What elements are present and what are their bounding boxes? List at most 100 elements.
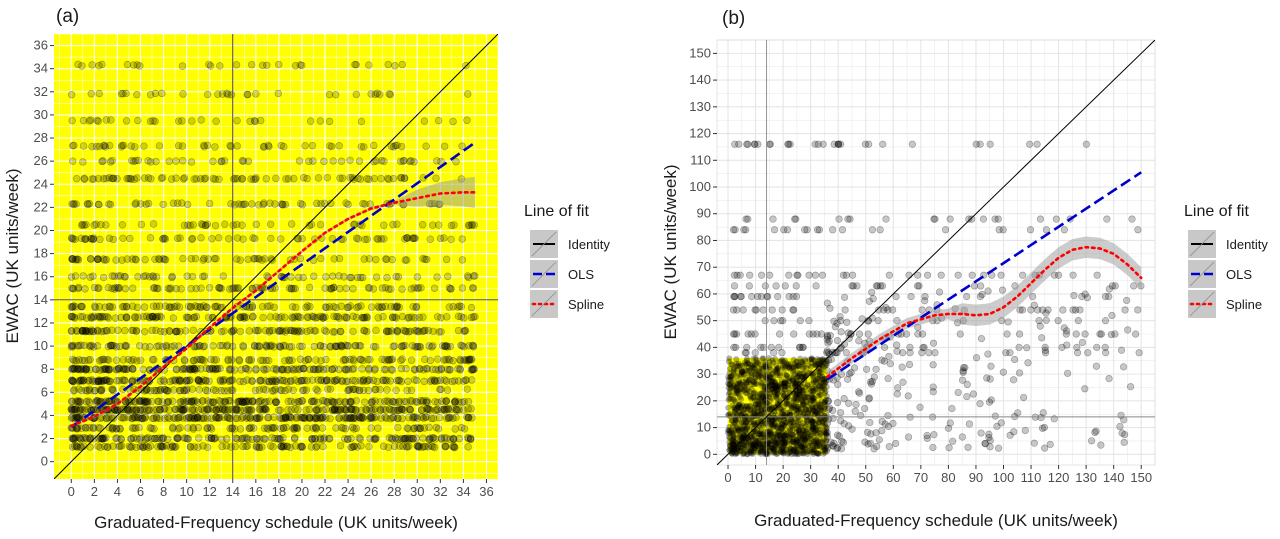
- data-point: [216, 405, 224, 413]
- y-tick-label: 110: [690, 152, 711, 167]
- data-point: [319, 314, 327, 322]
- data-point: [987, 362, 995, 370]
- panel-a-legend-ols-label: OLS: [568, 267, 594, 282]
- data-point: [118, 221, 127, 229]
- data-point: [156, 327, 165, 336]
- data-point: [154, 397, 162, 406]
- data-point: [794, 446, 801, 453]
- data-point: [233, 405, 241, 413]
- data-point: [735, 403, 742, 410]
- data-point: [420, 377, 428, 386]
- data-point: [355, 341, 363, 350]
- data-point: [818, 370, 825, 377]
- data-point: [84, 356, 93, 364]
- data-point: [447, 285, 455, 293]
- data-point: [365, 284, 374, 292]
- data-point: [322, 377, 331, 385]
- data-point: [434, 425, 443, 433]
- data-point: [133, 174, 141, 182]
- data-point: [878, 356, 886, 364]
- data-point: [203, 220, 212, 228]
- panel-b-label: (b): [722, 8, 745, 29]
- data-point: [443, 414, 451, 422]
- data-point: [972, 354, 981, 362]
- data-point: [963, 392, 971, 401]
- data-point: [209, 398, 217, 406]
- data-point: [296, 313, 305, 322]
- data-point: [90, 221, 98, 229]
- data-point: [197, 220, 206, 228]
- data-point: [324, 385, 332, 393]
- y-tick-label: 10: [34, 338, 48, 353]
- data-point: [409, 234, 417, 242]
- data-point: [95, 61, 103, 70]
- data-point: [116, 272, 125, 280]
- data-point: [385, 356, 393, 365]
- data-point: [789, 306, 797, 314]
- data-point: [344, 303, 353, 311]
- data-point: [460, 425, 469, 433]
- data-point: [123, 60, 132, 69]
- data-point: [270, 424, 279, 432]
- data-point: [74, 377, 82, 385]
- data-point: [1059, 306, 1067, 314]
- data-point: [282, 326, 291, 335]
- data-point: [436, 234, 445, 243]
- data-point: [368, 398, 376, 407]
- data-point: [79, 142, 88, 150]
- data-point: [308, 397, 316, 405]
- data-point: [235, 356, 243, 364]
- data-point: [115, 365, 123, 373]
- data-point: [775, 330, 784, 338]
- data-point: [165, 157, 173, 165]
- data-point: [393, 220, 401, 228]
- data-point: [809, 423, 816, 430]
- data-point: [818, 271, 827, 279]
- data-point: [120, 365, 129, 373]
- data-point: [81, 423, 90, 432]
- data-point: [266, 313, 275, 321]
- data-point: [352, 313, 361, 322]
- data-point: [133, 90, 141, 99]
- data-point: [359, 273, 367, 282]
- data-point: [152, 302, 161, 310]
- data-point: [767, 397, 774, 404]
- data-point: [796, 434, 803, 441]
- data-point: [149, 313, 157, 321]
- data-point: [205, 60, 213, 69]
- data-point: [868, 226, 877, 234]
- data-point: [748, 293, 756, 301]
- y-tick-label: 0: [41, 454, 48, 469]
- data-point: [365, 61, 373, 69]
- data-point: [74, 397, 82, 406]
- data-point: [252, 220, 261, 229]
- data-point: [91, 302, 99, 310]
- data-point: [162, 343, 171, 351]
- data-point: [187, 302, 195, 311]
- data-point: [224, 356, 232, 365]
- data-point: [390, 143, 398, 151]
- data-point: [776, 431, 783, 438]
- data-point: [780, 390, 787, 397]
- data-point: [145, 406, 153, 415]
- data-point: [173, 434, 181, 442]
- data-point: [155, 255, 164, 264]
- data-point: [405, 435, 413, 444]
- data-point: [212, 364, 220, 373]
- data-point: [410, 234, 419, 242]
- data-point: [96, 443, 104, 452]
- data-point: [410, 284, 419, 292]
- data-point: [69, 284, 77, 293]
- data-point: [240, 200, 248, 209]
- data-point: [218, 303, 226, 312]
- data-point: [162, 341, 171, 350]
- data-point: [1072, 330, 1080, 338]
- data-point: [1134, 306, 1142, 314]
- data-point: [291, 442, 300, 450]
- data-point: [921, 293, 929, 301]
- data-point: [451, 397, 460, 405]
- data-point: [1026, 226, 1035, 234]
- data-point: [140, 303, 149, 311]
- data-point: [124, 406, 132, 415]
- data-point: [291, 313, 299, 321]
